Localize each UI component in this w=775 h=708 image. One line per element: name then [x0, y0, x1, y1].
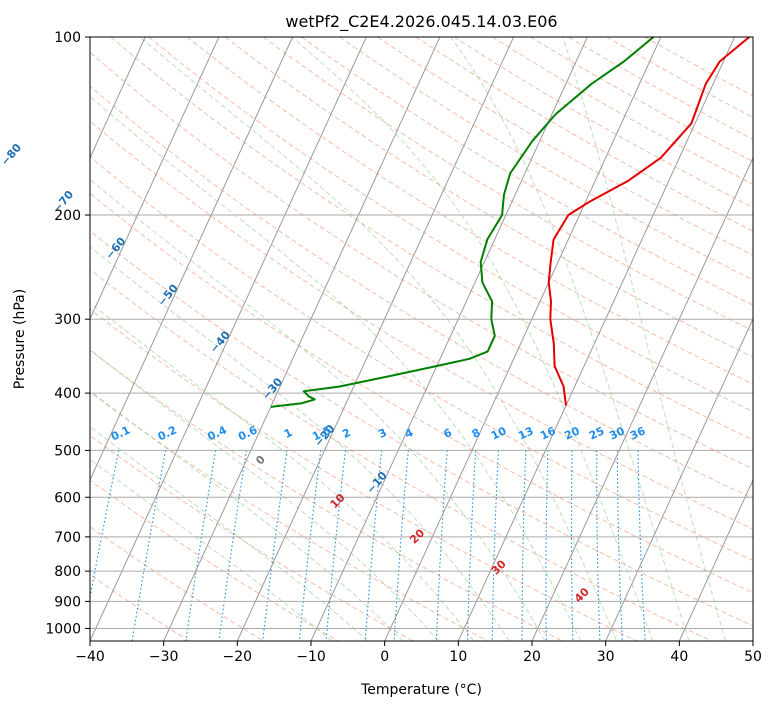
- y-tick-label: 600: [54, 490, 81, 506]
- y-tick-label: 800: [54, 564, 81, 580]
- mixing-ratio-line: [393, 450, 409, 641]
- dry-adiabat: [90, 479, 339, 641]
- x-tick-label: −20: [223, 649, 253, 665]
- mixing-ratio-line: [364, 450, 383, 641]
- dry-adiabat: [90, 230, 753, 627]
- y-tick-label: 100: [54, 30, 81, 46]
- dry-adiabat: [90, 269, 712, 641]
- mixing-ratio-line: [325, 450, 347, 641]
- dry-adiabat: [90, 120, 753, 530]
- dry-adiabat: [224, 37, 753, 358]
- x-tick-label: 0: [380, 649, 389, 665]
- mixing-ratio-line: [262, 450, 288, 641]
- mixing-ratio-label: 25: [587, 424, 606, 442]
- moist-adiabat: [90, 458, 333, 641]
- y-tick-label: 700: [54, 530, 81, 546]
- y-tick-label: 200: [54, 208, 81, 224]
- mixing-ratio-label: 30: [607, 424, 627, 442]
- dry-adiabat: [90, 349, 563, 641]
- moist-adiabat: [90, 349, 439, 641]
- y-tick-label: 400: [54, 386, 81, 402]
- mixing-ratio-line: [596, 450, 601, 641]
- mixing-ratio-label: 10: [489, 424, 509, 442]
- moist-adiabat: [139, 37, 618, 641]
- mixing-ratio-line: [185, 450, 217, 641]
- isotherm: [531, 156, 753, 641]
- x-tick-label: −10: [296, 649, 326, 665]
- y-tick-label: 1000: [45, 621, 81, 637]
- chart-title: wetPf2_C2E4.2026.045.14.03.E06: [285, 12, 557, 32]
- mixing-ratio-line: [616, 450, 623, 641]
- mixing-ratio-line: [218, 450, 247, 641]
- moist-adiabat: [450, 37, 690, 641]
- mixing-ratio-label: 13: [516, 424, 535, 442]
- isotherm: [236, 37, 515, 641]
- background-lines: [90, 37, 753, 641]
- moist-adiabat: [562, 37, 727, 641]
- moist-adiabat: [90, 426, 369, 641]
- x-tick-label: −40: [75, 649, 105, 665]
- isotherm: [90, 37, 294, 482]
- isotherm: [90, 37, 146, 160]
- x-tick-label: 20: [523, 649, 541, 665]
- isotherm: [678, 478, 753, 641]
- isotherm: [163, 37, 441, 641]
- dry-adiabat: [90, 391, 488, 641]
- moist-adiabat: [90, 178, 546, 641]
- moist-adiabat: [291, 37, 654, 641]
- x-tick-label: 50: [744, 649, 762, 665]
- isotherm: [384, 37, 662, 641]
- series-lines: [270, 37, 750, 408]
- dry-adiabat: [90, 434, 414, 641]
- plot-frame: [89, 36, 754, 642]
- dewpoint-profile: [270, 37, 655, 408]
- mixing-ratio-line: [545, 450, 549, 641]
- mixing-ratio-line: [570, 450, 574, 641]
- x-axis-label: Temperature (°C): [360, 682, 482, 698]
- mixing-ratio-line: [435, 450, 448, 641]
- temperature-profile: [547, 37, 750, 406]
- moist-adiabat: [90, 390, 404, 641]
- mixing-ratio-label: 20: [562, 424, 582, 442]
- y-tick-label: 900: [54, 594, 81, 610]
- x-tick-label: 40: [670, 649, 688, 665]
- dry-adiabat: [90, 574, 190, 641]
- y-tick-label: 300: [54, 312, 81, 328]
- y-axis-label: Pressure (hPa): [12, 289, 28, 389]
- dry-adiabat: [90, 85, 753, 500]
- mixing-ratio-line: [90, 450, 120, 600]
- moist-adiabat: [90, 246, 510, 641]
- x-tick-label: 30: [597, 649, 615, 665]
- y-tick-label: 500: [54, 443, 81, 459]
- isotherm: [605, 317, 753, 641]
- x-tick-label: 10: [449, 649, 467, 665]
- isotherm: [457, 37, 736, 641]
- isotherm: [90, 37, 220, 321]
- x-axis-ticks: −40 −30 −20 −10 0 10 20 30 40 50: [75, 641, 762, 665]
- mixing-ratio-label: 36: [628, 424, 648, 442]
- dry-adiabat: [186, 37, 753, 385]
- isotherm: [310, 37, 588, 641]
- mixing-ratio-line: [298, 450, 322, 641]
- dry-adiabat: [90, 51, 753, 470]
- moist-adiabat: [90, 95, 582, 641]
- y-axis-ticks: 100 200 300 400 500 600 700 800 900 1000: [45, 30, 90, 637]
- x-tick-label: −30: [149, 649, 179, 665]
- mixing-ratio-line: [521, 450, 527, 641]
- mixing-ratio-label: 16: [538, 424, 558, 442]
- mixing-ratio-line: [466, 450, 477, 641]
- isotherm: [90, 37, 367, 641]
